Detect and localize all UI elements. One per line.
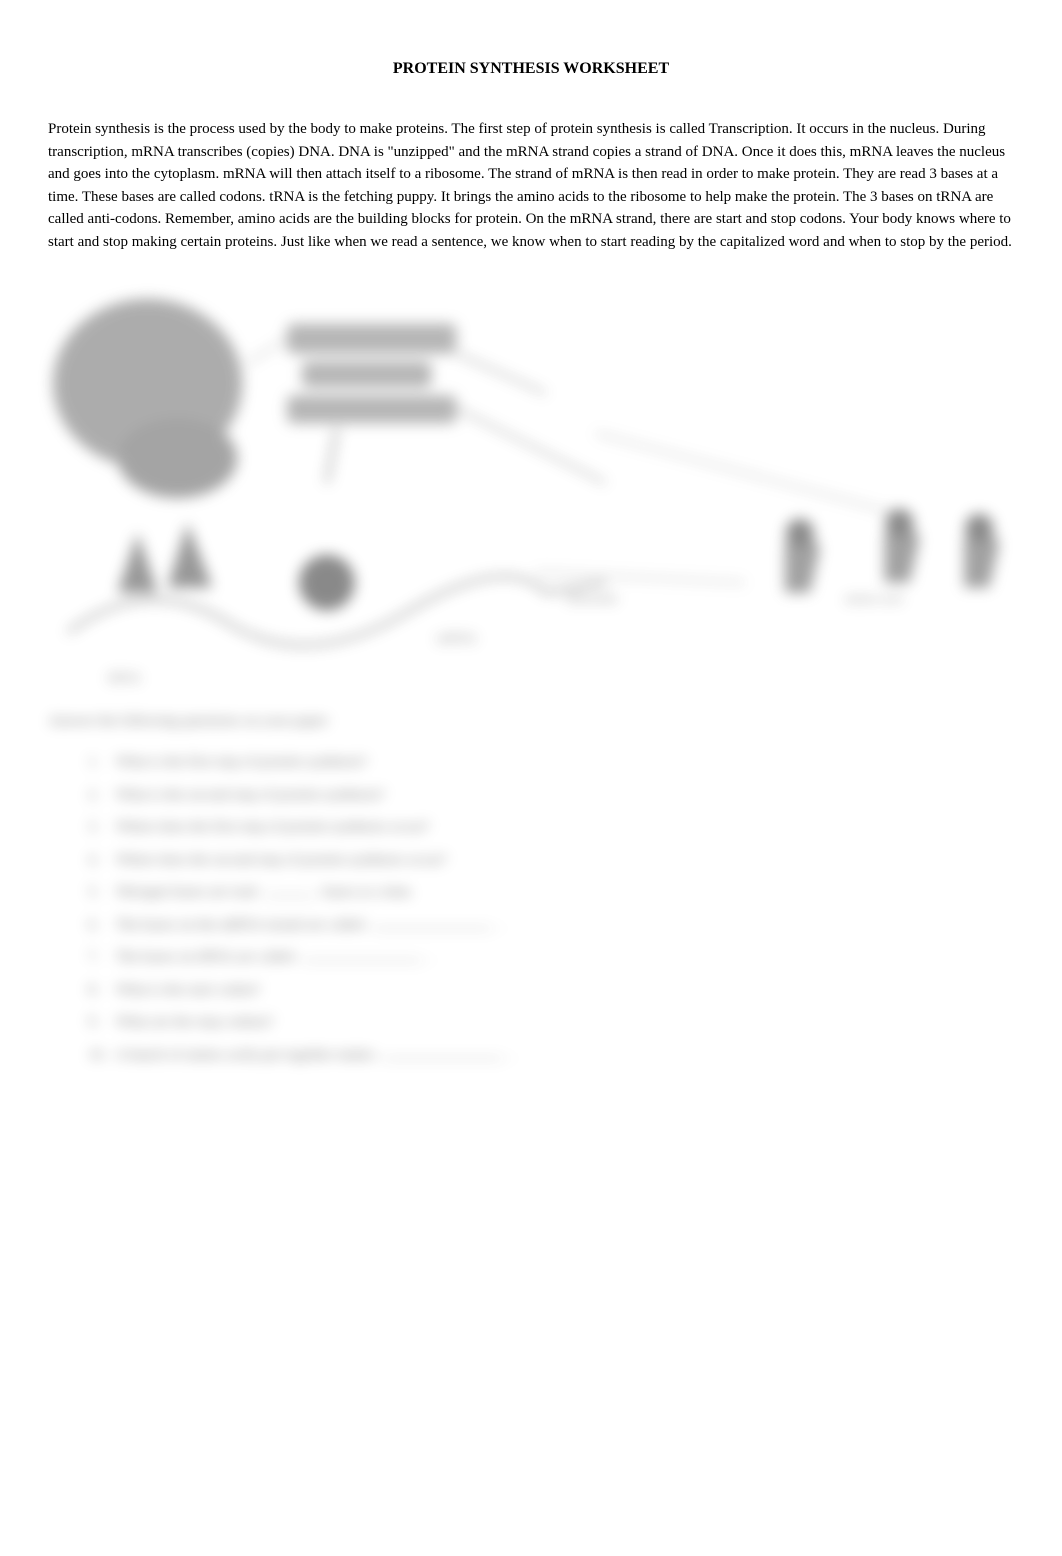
amino-acid-3 <box>886 509 914 537</box>
q-text-before: The bases on tRNA are called <box>115 949 297 965</box>
diagram-label-box-1 <box>287 324 456 354</box>
q-number: 4. <box>88 846 112 875</box>
worksheet-title: PROTEIN SYNTHESIS WORKSHEET <box>48 60 1014 78</box>
diagram-label-box-3 <box>287 395 456 423</box>
q-number: 1. <box>88 748 112 777</box>
question-7: 7. The bases on tRNA are called . <box>88 943 1014 972</box>
q-number: 3. <box>88 813 112 842</box>
protein-synthesis-diagram: ribosome mRNA tRNA amino acid <box>48 283 1014 703</box>
amino-acid-2 <box>786 519 814 547</box>
intro-paragraph: Protein synthesis is the process used by… <box>48 118 1014 253</box>
trna-2 <box>168 523 213 588</box>
label-line-1 <box>456 354 546 394</box>
pointer-line-1 <box>536 573 745 583</box>
fill-blank[interactable] <box>302 947 422 961</box>
amino-acid-label: amino acid <box>845 591 903 606</box>
q-text-after: . <box>511 1047 515 1063</box>
question-list: 1. What is the first step of protein syn… <box>48 748 1014 1069</box>
question-5: 5. Nitrogen bases are read bases at a ti… <box>88 878 1014 907</box>
q-number: 7. <box>88 943 112 972</box>
q-text-after: . <box>500 917 504 933</box>
q-text: What is the first step of protein synthe… <box>115 754 367 770</box>
q-text-after: bases at a time. <box>322 884 414 900</box>
instruction-text: Answer the following questions on your p… <box>48 713 1014 730</box>
q-text-before: Nitrogen bases are read <box>116 884 261 900</box>
q-text: Where does the first step of protein syn… <box>115 819 429 835</box>
question-3: 3. Where does the first step of protein … <box>88 813 1014 842</box>
q-text: What are the stop codons? <box>115 1014 273 1030</box>
q-number: 8. <box>88 976 112 1005</box>
q-number: 9. <box>88 1008 112 1037</box>
q-text-before: The bases on the mRNA strand are called <box>115 917 367 933</box>
label-line-3 <box>327 428 337 483</box>
ribosome-label: ribosome <box>566 592 618 607</box>
q-number: 2. <box>88 781 112 810</box>
amino-acid-1 <box>299 555 355 611</box>
diagram-label-box-2 <box>302 362 431 388</box>
fill-blank[interactable] <box>265 882 315 896</box>
question-6: 6. The bases on the mRNA strand are call… <box>88 911 1014 940</box>
mrna-label: mRNA <box>436 631 476 646</box>
q-text: What is the start codon? <box>115 982 260 998</box>
q-text: Where does the second step of protein sy… <box>115 852 447 868</box>
trna-1 <box>118 533 158 593</box>
pointer-line-2 <box>596 433 895 513</box>
amino-acid-4 <box>965 514 993 542</box>
trna-label: tRNA <box>108 671 141 686</box>
q-number: 10. <box>88 1041 112 1070</box>
pointer-line-3 <box>247 339 287 364</box>
question-8: 8. What is the start codon? <box>88 976 1014 1005</box>
q-number: 5. <box>88 878 112 907</box>
fill-blank[interactable] <box>383 1045 503 1059</box>
fill-blank[interactable] <box>372 915 492 929</box>
question-1: 1. What is the first step of protein syn… <box>88 748 1014 777</box>
ribosome-small-shape <box>118 418 238 498</box>
q-text: What is the second step of protein synth… <box>115 787 385 803</box>
questions-section: Answer the following questions on your p… <box>48 713 1014 1069</box>
diagram-svg: ribosome mRNA tRNA amino acid <box>48 283 1014 703</box>
label-line-2 <box>456 408 605 483</box>
question-4: 4. Where does the second step of protein… <box>88 846 1014 875</box>
question-10: 10. A bunch of amino acids put together … <box>88 1041 1014 1070</box>
question-9: 9. What are the stop codons? <box>88 1008 1014 1037</box>
q-text-after: . <box>430 949 434 965</box>
q-number: 6. <box>88 911 112 940</box>
question-2: 2. What is the second step of protein sy… <box>88 781 1014 810</box>
q-text-before: A bunch of amino acids put together make… <box>115 1047 379 1063</box>
